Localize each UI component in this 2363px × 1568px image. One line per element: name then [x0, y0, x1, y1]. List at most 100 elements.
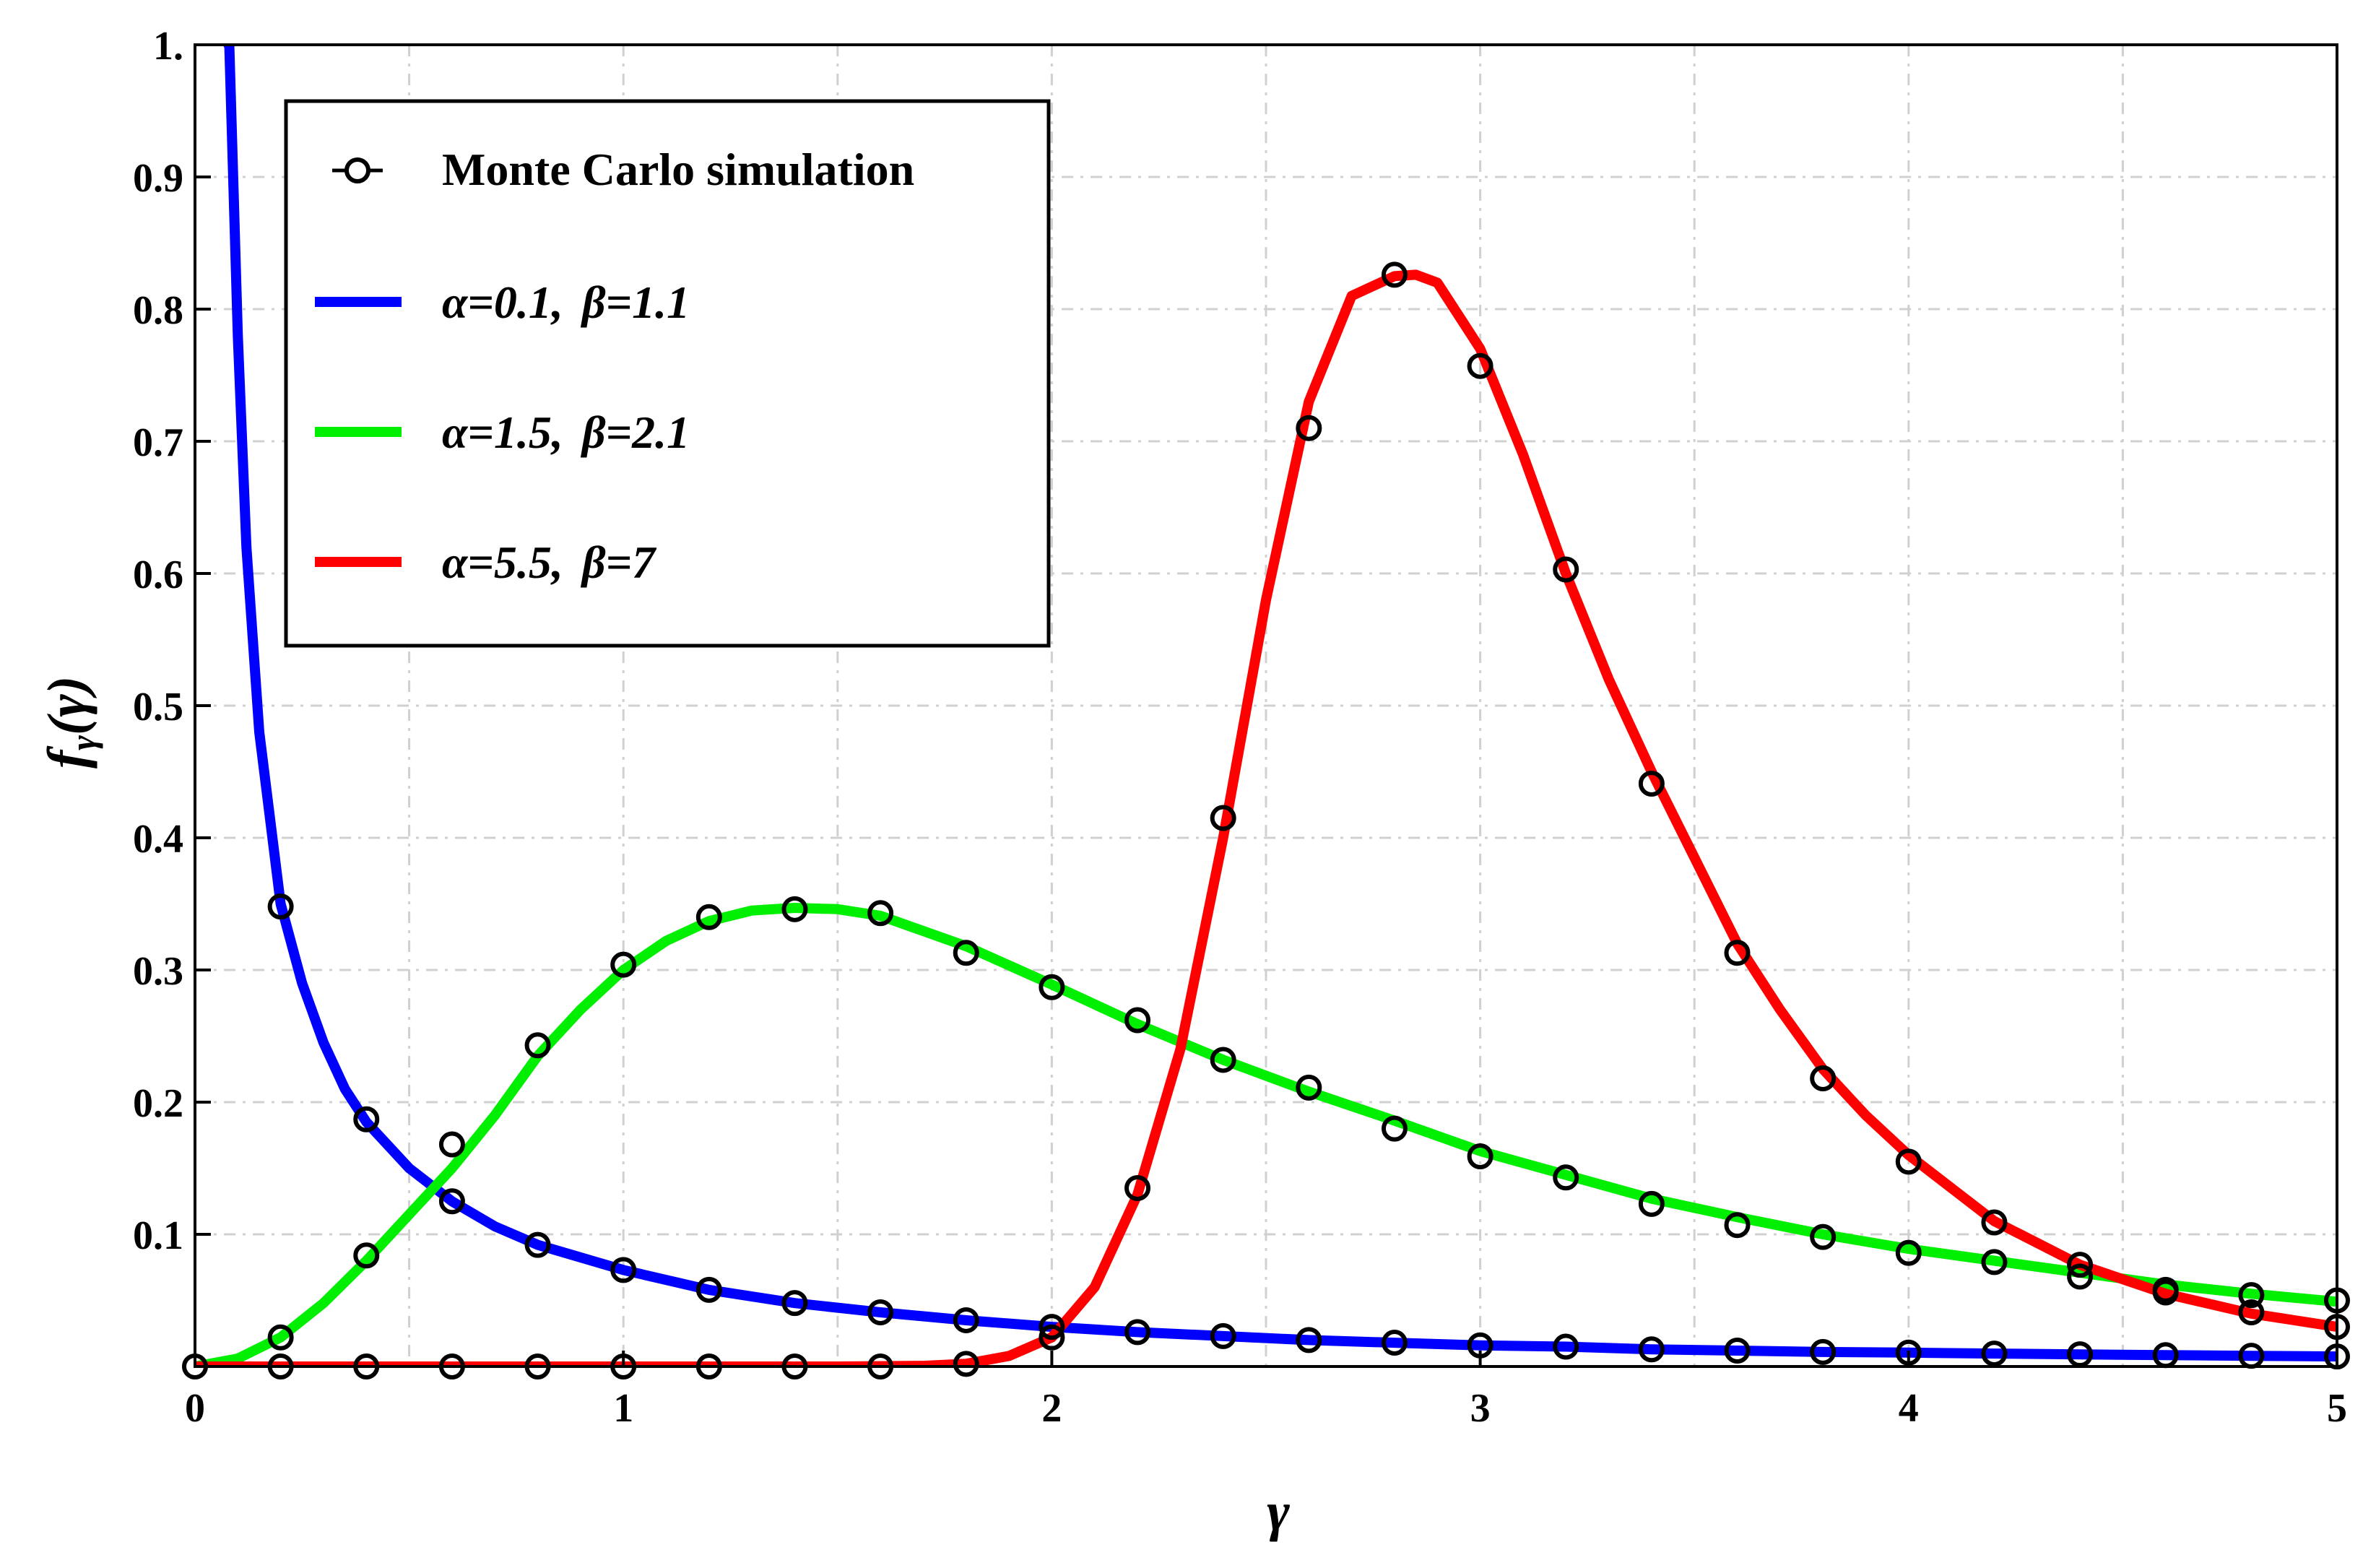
- simulation-point-3: [1810, 1065, 1837, 1092]
- simulation-point-3: [1638, 770, 1665, 797]
- x-tick-label: 0: [185, 1386, 205, 1431]
- simulation-point-2: [1553, 1164, 1579, 1191]
- simulation-point-1: [1810, 1338, 1837, 1365]
- x-tick-label: 4: [1899, 1386, 1919, 1431]
- legend-box: [284, 99, 1051, 648]
- simulation-point-2: [1210, 1047, 1236, 1073]
- legend-item-series-2: α=1.5, β=2.1: [315, 407, 690, 458]
- y-tick-label: 0.4: [133, 817, 183, 862]
- simulation-point-2: [1381, 1115, 1408, 1142]
- simulation-point-1: [1553, 1333, 1579, 1360]
- legend-beta-series-3: β=7: [581, 537, 657, 588]
- legend-simulation-label: Monte Carlo simulation: [442, 144, 914, 195]
- y-tick-label: 0.9: [133, 156, 183, 201]
- simulation-point-1: [781, 1290, 808, 1317]
- y-tick-label: 0.5: [133, 685, 183, 729]
- simulation-point-1: [1381, 1330, 1408, 1356]
- simulation-point-2: [695, 904, 722, 930]
- legend-alpha-series-2: α=1.5,: [442, 407, 563, 458]
- simulation-point-2: [1296, 1074, 1322, 1101]
- simulation-point-3: [1296, 415, 1322, 441]
- legend-beta-series-2: β=2.1: [581, 407, 690, 458]
- simulation-point-2: [524, 1032, 551, 1059]
- legend-label-series-2: α=1.5, β=2.1: [442, 407, 690, 458]
- simulation-point-2: [610, 951, 637, 978]
- simulation-point-1: [1296, 1327, 1322, 1353]
- legend: Monte Carlo simulation α=0.1, β=1.1 α=1.…: [284, 99, 1051, 648]
- simulation-point-2: [353, 1242, 380, 1269]
- legend-alpha-series-1: α=0.1,: [442, 277, 563, 328]
- axes: [194, 43, 2338, 1368]
- simulation-point-1: [438, 1188, 465, 1215]
- simulation-point-1: [695, 1276, 722, 1303]
- simulation-point-2: [2067, 1263, 2094, 1290]
- simulation-point-1: [1124, 1319, 1151, 1346]
- legend-simulation-marker: [344, 157, 370, 183]
- simulation-point-3: [1124, 1174, 1151, 1201]
- simulation-point-2: [1039, 974, 1065, 1000]
- simulation-point-1: [1039, 1314, 1065, 1340]
- simulation-point-3: [953, 1351, 979, 1377]
- y-tick-label: 0.7: [133, 420, 183, 465]
- legend-item-simulation: Monte Carlo simulation: [332, 144, 914, 195]
- y-tick-label: 0.1: [133, 1213, 183, 1258]
- tick-labels: 0 1 2 3 4 5 0.1 0.2 0.3 0.4 0.5 0.6 0.7 0.8 0.9 1.: [133, 24, 2347, 1431]
- simulation-point-2: [781, 896, 808, 922]
- x-tick-label: 2: [1041, 1386, 1062, 1431]
- y-tick-label: 1.: [153, 24, 183, 69]
- simulation-point-2: [438, 1131, 465, 1158]
- simulation-point-3: [1895, 1148, 1922, 1175]
- simulation-point-2: [867, 900, 894, 927]
- simulation-point-1: [1724, 1338, 1751, 1364]
- simulation-point-3: [1039, 1324, 1065, 1351]
- y-tick-label: 0.8: [133, 288, 183, 333]
- simulation-point-3: [2152, 1279, 2179, 1306]
- simulation-point-1: [1210, 1322, 1236, 1349]
- simulation-point-3: [1467, 352, 1493, 379]
- simulation-point-2: [267, 1324, 294, 1351]
- x-tick-label: 3: [1470, 1386, 1491, 1431]
- simulation-point-1: [1638, 1336, 1665, 1363]
- y-axis-title-argument: (γ): [37, 676, 97, 735]
- simulation-point-2: [1638, 1190, 1665, 1217]
- x-tick-label: 5: [2327, 1386, 2347, 1431]
- simulation-point-2: [1724, 1212, 1751, 1239]
- simulation-point-1: [1981, 1340, 2008, 1367]
- simulation-point-1: [267, 893, 294, 920]
- simulation-point-3: [1553, 556, 1579, 583]
- simulation-point-3: [1724, 940, 1751, 966]
- simulation-point-3: [2238, 1299, 2265, 1325]
- legend-beta-series-1: β=1.1: [581, 277, 690, 328]
- series-line-2: [195, 903, 2337, 1366]
- legend-item-series-1: α=0.1, β=1.1: [315, 277, 690, 328]
- y-axis-title-subscript: γ: [63, 735, 103, 750]
- y-tick-label: 0.6: [133, 553, 183, 597]
- simulation-point-3: [2067, 1252, 2094, 1278]
- simulation-point-3: [1981, 1209, 2008, 1236]
- simulation-point-1: [867, 1299, 894, 1325]
- simulation-point-3: [1210, 805, 1236, 831]
- simulation-point-3: [1381, 261, 1408, 288]
- series-line-1: [223, 45, 2337, 1362]
- legend-item-series-3: α=5.5, β=7: [315, 537, 657, 588]
- x-tick-label: 1: [613, 1386, 633, 1431]
- simulation-point-1: [353, 1106, 380, 1132]
- simulation-point-2: [1981, 1249, 2008, 1275]
- simulation-point-2: [1467, 1143, 1493, 1170]
- y-tick-label: 0.3: [133, 949, 183, 994]
- x-axis-title: γ: [1267, 1481, 1290, 1542]
- y-axis-title: fγ(γ): [37, 676, 103, 768]
- simulation-point-1: [610, 1257, 637, 1283]
- simulation-point-2: [2238, 1282, 2265, 1309]
- simulation-point-2: [1895, 1239, 1922, 1266]
- simulation-point-1: [524, 1231, 551, 1258]
- simulation-point-2: [953, 940, 979, 966]
- y-tick-label: 0.2: [133, 1081, 183, 1126]
- simulation-point-2: [1810, 1223, 1837, 1250]
- simulation-point-1: [953, 1307, 979, 1333]
- legend-label-series-1: α=0.1, β=1.1: [442, 277, 690, 328]
- legend-alpha-series-3: α=5.5,: [442, 537, 563, 588]
- simulation-point-2: [1124, 1007, 1151, 1034]
